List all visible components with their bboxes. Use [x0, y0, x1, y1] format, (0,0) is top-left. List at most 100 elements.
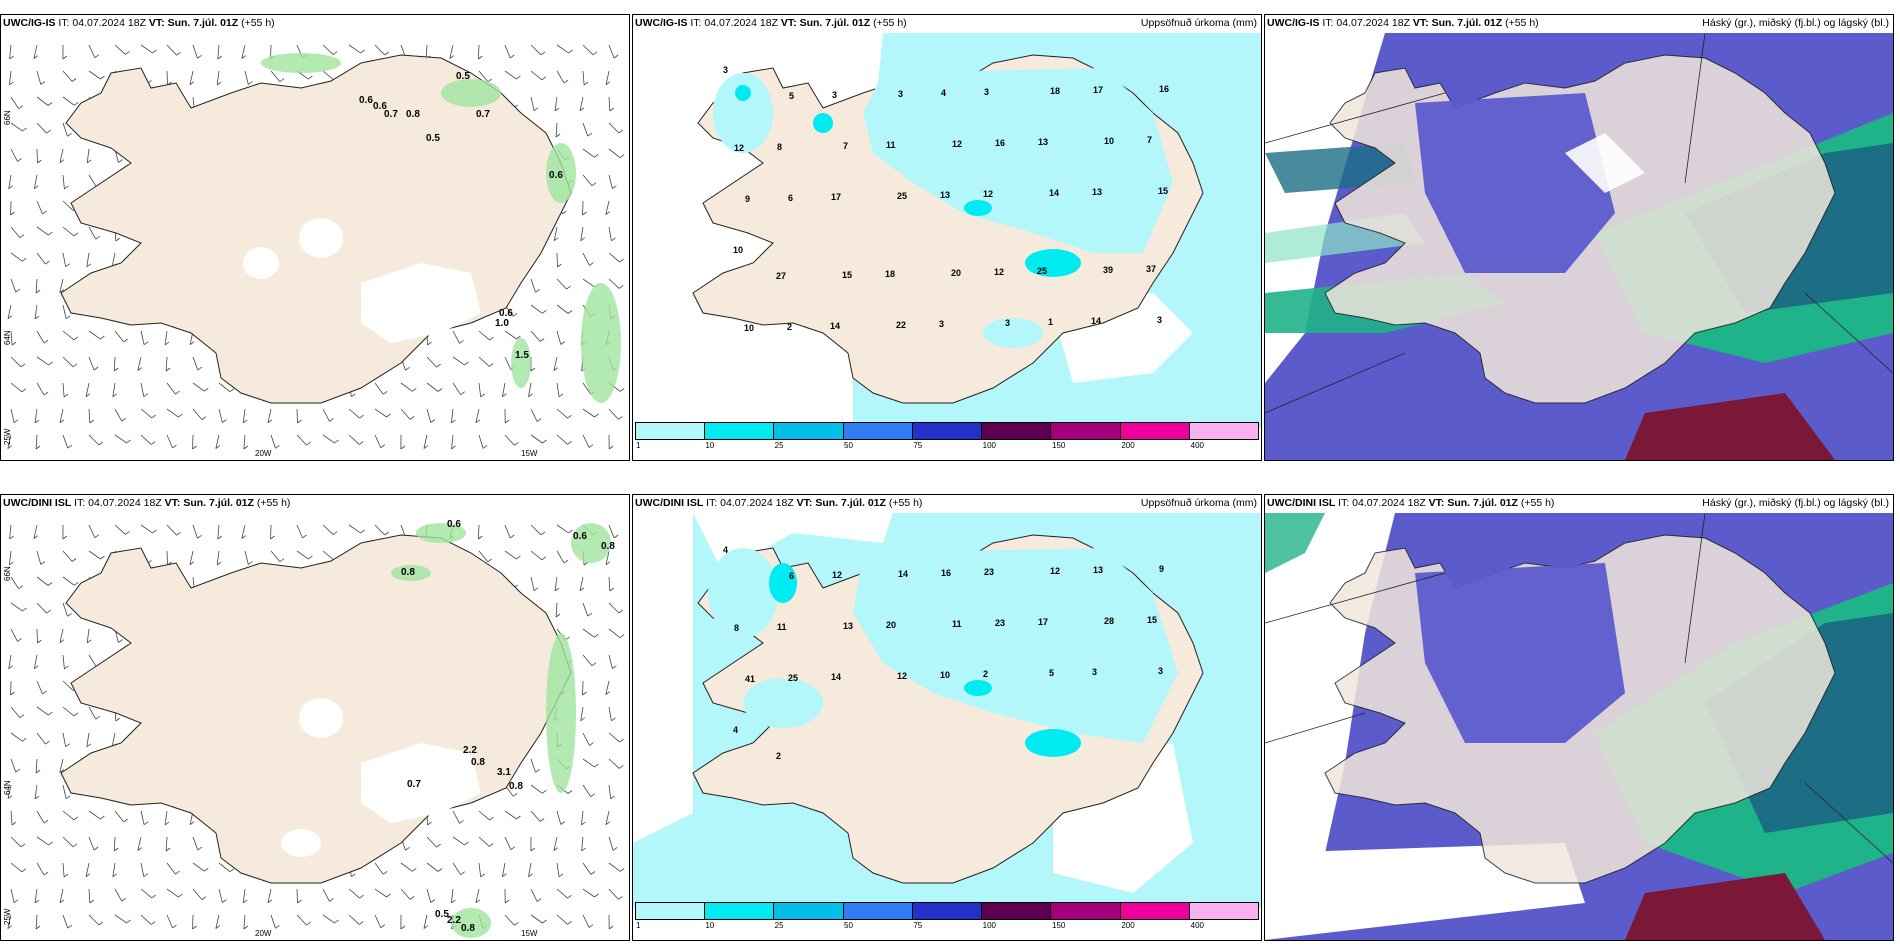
wind-barb-flag — [43, 819, 49, 824]
wind-barb — [88, 810, 101, 820]
wind-barb — [88, 914, 100, 926]
wind-barb-flag — [536, 898, 542, 902]
lat-label: 64N — [3, 780, 12, 795]
wind-barb-flag — [279, 78, 285, 83]
wind-barb — [166, 862, 176, 875]
wind-barb — [582, 148, 595, 158]
wind-barb — [530, 434, 543, 444]
wind-barb-flag — [137, 847, 143, 851]
svg-text:0.6: 0.6 — [359, 95, 373, 106]
wind-barb — [140, 810, 145, 825]
wind-barb — [88, 434, 100, 446]
wind-barb — [9, 524, 12, 539]
wind-barb — [241, 524, 246, 539]
precip-value: 5 — [1049, 668, 1054, 678]
wind-barb — [270, 550, 281, 562]
wind-barb-flag — [15, 768, 21, 773]
wind-barb-flag — [516, 335, 521, 340]
wind-barb — [166, 550, 168, 566]
wind-barb — [217, 44, 220, 60]
legend-ticks: 1 10 25 50 75 100 150 200 400 — [635, 441, 1259, 453]
wind-barb-flag — [334, 919, 339, 924]
legend-ticks: 1 10 25 50 75 100 150 200 400 — [635, 921, 1259, 933]
wind-barb-flag — [533, 107, 539, 112]
precip-value: 6 — [788, 193, 793, 203]
wind-barb-flag — [591, 182, 597, 187]
wind-barb — [423, 434, 428, 449]
wind-barb — [9, 550, 12, 565]
wind-barb — [62, 330, 75, 341]
wind-barb-flag — [553, 847, 559, 851]
wind-barb-flag — [478, 55, 483, 60]
wind-barb — [504, 914, 515, 926]
wind-barb-flag — [591, 662, 597, 667]
wind-barb-flag — [143, 341, 149, 346]
wind-barb — [10, 356, 22, 368]
wind-barb-flag — [589, 742, 594, 746]
wind-barb-flag — [267, 419, 273, 424]
lat-label: 25W — [3, 428, 12, 445]
wind-barb-flag — [172, 924, 177, 929]
wind-barb-flag — [100, 555, 105, 560]
wind-barb-flag — [67, 924, 73, 929]
wind-barb-flag — [351, 393, 356, 398]
wind-barb-flag — [594, 413, 599, 418]
wind-barb — [85, 862, 90, 877]
svg-text:0.5: 0.5 — [426, 133, 440, 144]
wind-barb — [270, 434, 276, 449]
wind-barb — [192, 382, 205, 392]
wind-barb — [166, 434, 173, 449]
wind-barb — [34, 888, 38, 903]
wind-barb-flag — [215, 445, 221, 449]
wind-barb — [164, 810, 168, 825]
precip-value: 3 — [984, 87, 989, 97]
wind-barb-flag — [306, 921, 311, 926]
wind-barb — [605, 70, 610, 85]
wind-map-canvas: 0.6 0.6 0.8 0.8 2.2 0.8 3.1 0.8 0.7 0.5 … — [7, 519, 625, 938]
wind-barb-flag — [512, 792, 518, 797]
wind-barb — [554, 96, 558, 111]
wind-barb-flag — [95, 715, 101, 720]
wind-barb — [166, 524, 177, 536]
wind-barb-flag — [189, 561, 195, 566]
wind-barb — [504, 330, 517, 340]
wind-barb-flag — [18, 585, 23, 590]
wind-barb-flag — [112, 393, 118, 398]
wind-barb — [10, 706, 21, 718]
wind-barb — [36, 330, 45, 344]
wind-barb — [582, 408, 595, 418]
wind-barb-flag — [34, 795, 40, 800]
precip-value: 15 — [1158, 186, 1168, 196]
wind-barb-flag — [229, 388, 235, 393]
wind-barb — [140, 434, 152, 445]
svg-text:0.6: 0.6 — [373, 101, 387, 112]
wind-barb — [36, 706, 49, 716]
wind-barb-flag — [242, 899, 248, 904]
wind-barb — [165, 356, 168, 372]
wind-barb — [10, 122, 23, 132]
wind-barb-flag — [611, 237, 616, 242]
wind-barb-flag — [86, 639, 92, 644]
wind-barb — [374, 862, 384, 875]
wind-barb-flag — [65, 743, 70, 748]
precip-value: 25 — [788, 673, 798, 683]
wind-barb — [62, 862, 65, 878]
precip-value: 16 — [1159, 84, 1169, 94]
wind-barb — [33, 174, 38, 189]
wind-barb — [608, 628, 621, 639]
wind-barb — [8, 654, 12, 669]
legend-swatch — [982, 903, 1052, 919]
wind-barb-flag — [487, 558, 493, 563]
wind-barb-flag — [535, 768, 540, 773]
wind-barb — [478, 330, 490, 341]
wind-barb-flag — [150, 921, 156, 925]
svg-text:0.8: 0.8 — [461, 923, 475, 934]
wind-barb — [215, 914, 220, 929]
wind-barb-flag — [427, 341, 432, 346]
wind-barb — [140, 862, 145, 877]
wind-barb-flag — [17, 638, 22, 642]
legend-tick: 100 — [982, 441, 997, 450]
wind-barb-flag — [10, 691, 15, 696]
svg-text:0.6: 0.6 — [447, 519, 461, 530]
wind-barb — [88, 654, 97, 668]
